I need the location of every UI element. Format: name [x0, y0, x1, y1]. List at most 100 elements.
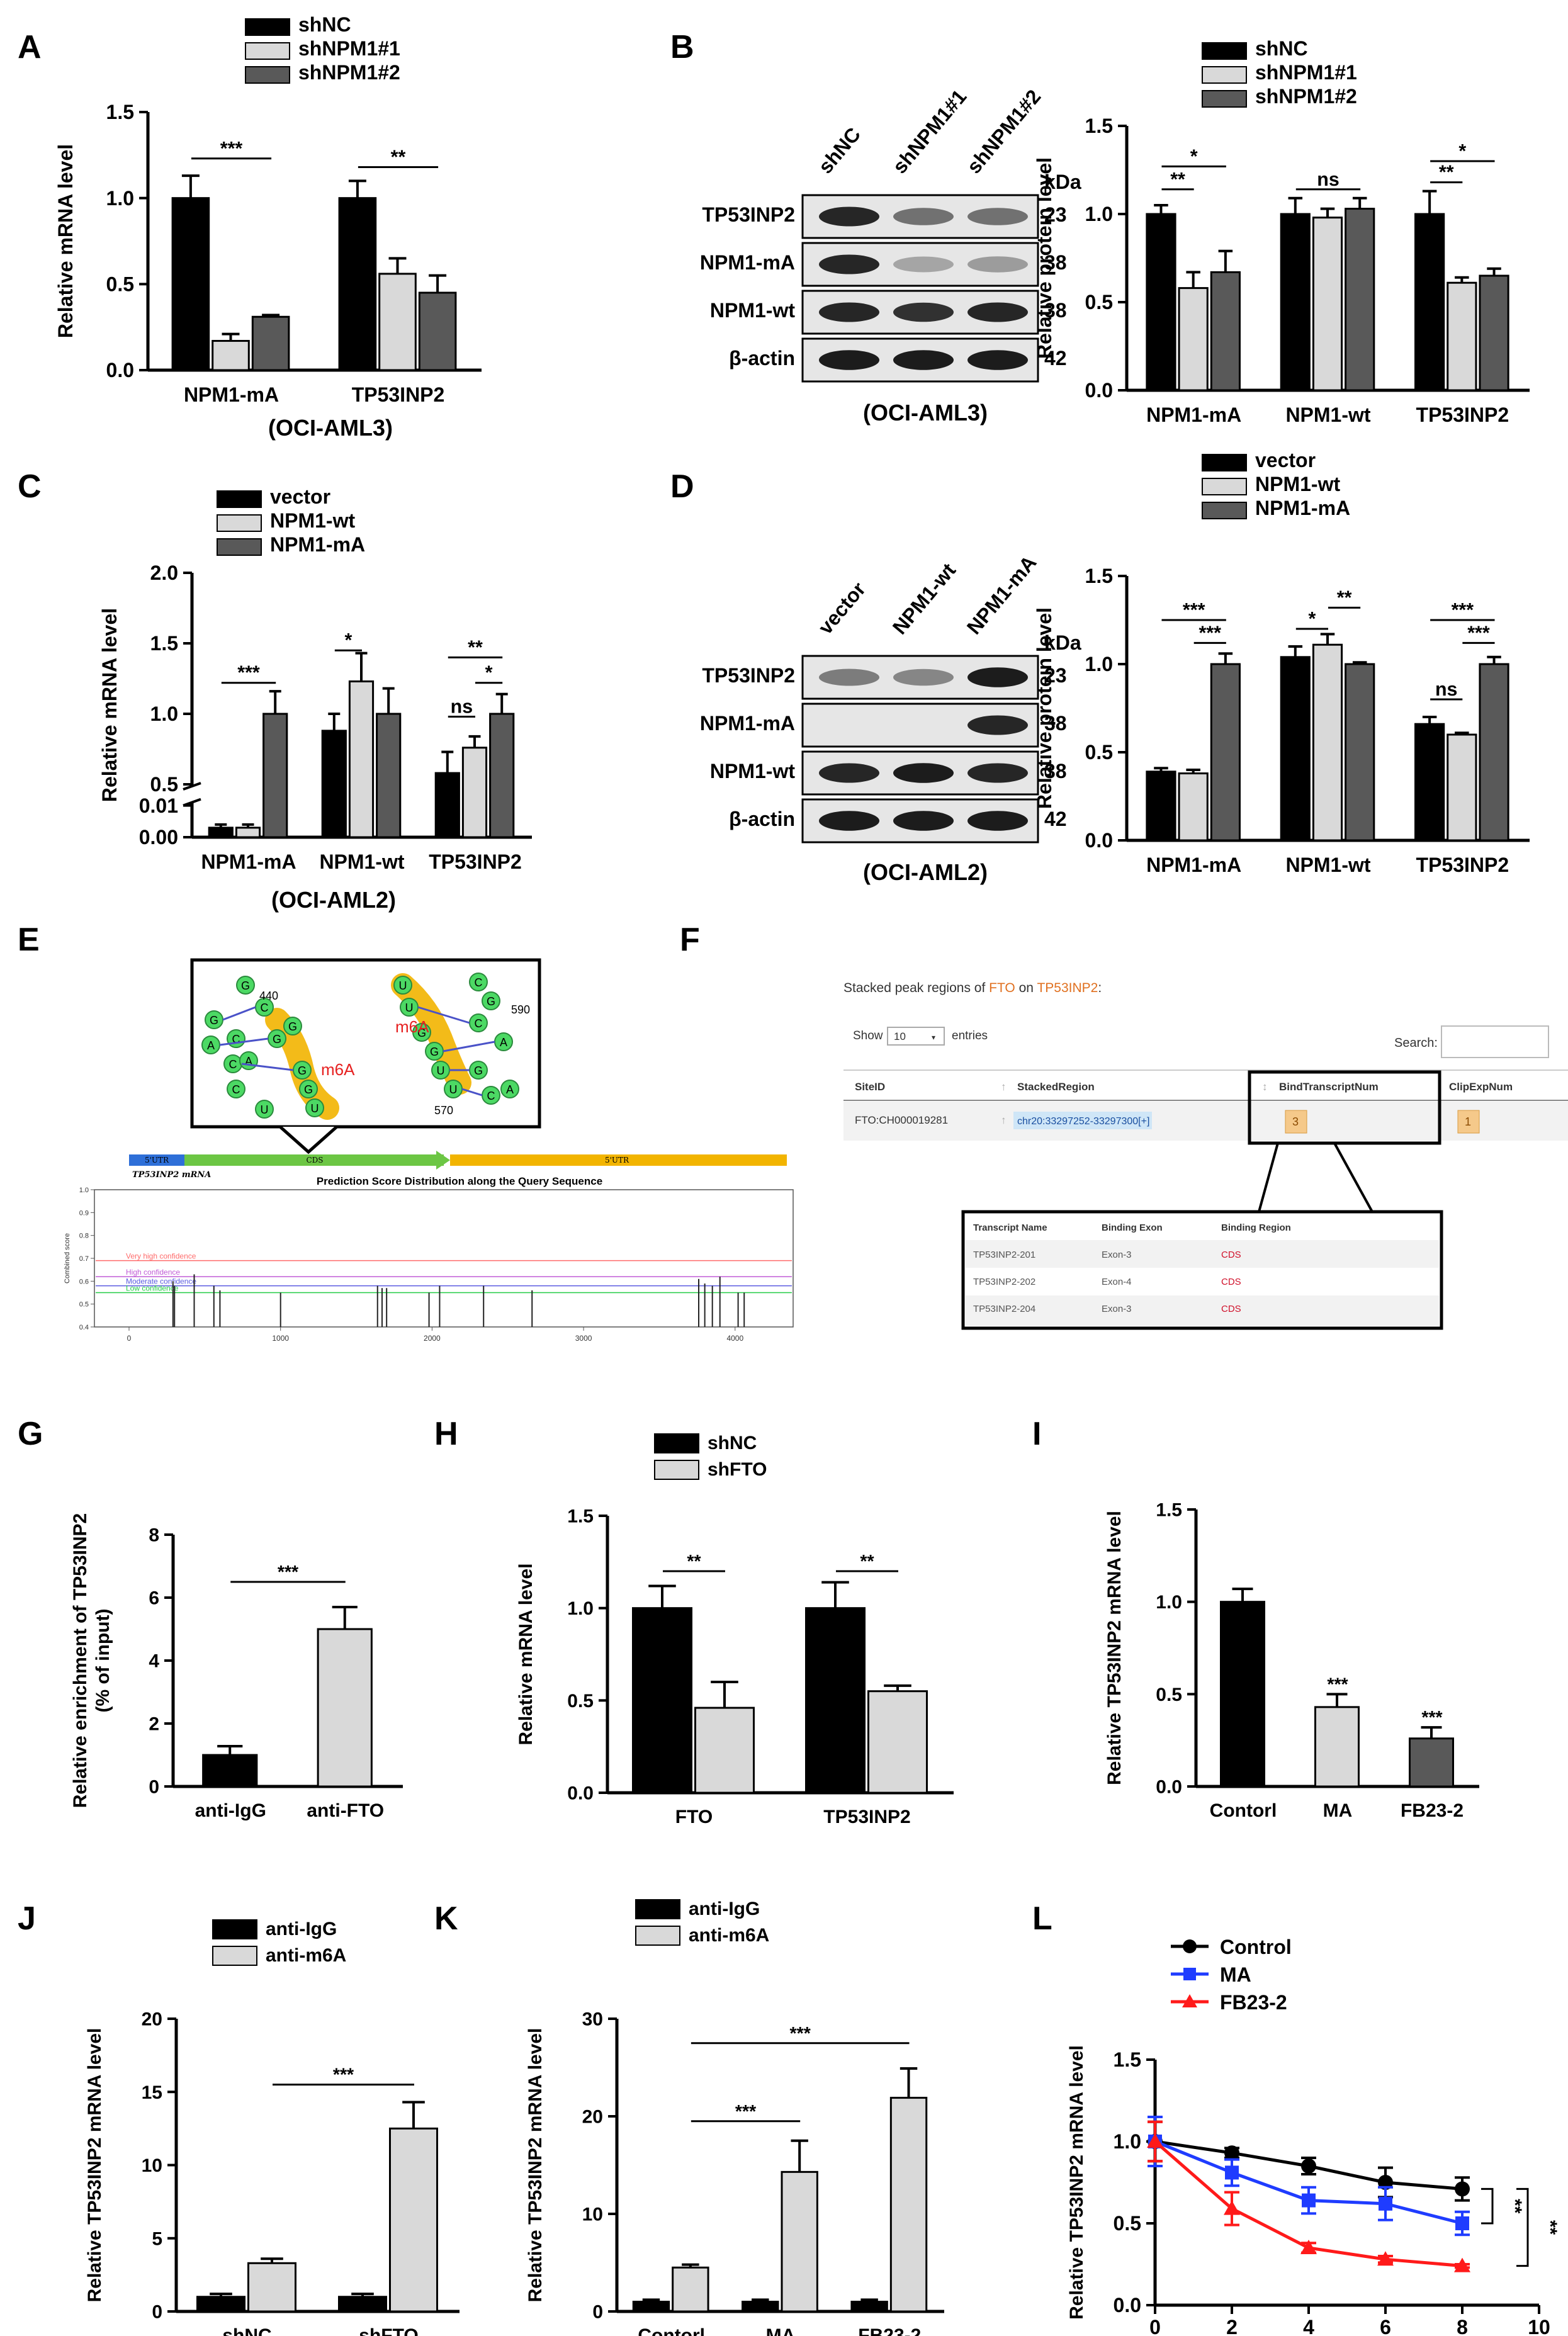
clip-exp-badge	[1457, 1110, 1480, 1134]
y-tick-label: 20	[582, 2107, 603, 2128]
protein-label: β-actin	[729, 347, 795, 370]
bar	[461, 747, 488, 838]
y-tick-label: 8	[149, 1525, 159, 1546]
legend-label: MA	[1220, 1963, 1251, 1986]
position-440: 440	[259, 990, 278, 1002]
panel-letter-J: J	[18, 1900, 36, 1937]
caption-B: (OCI-AML3)	[863, 400, 988, 426]
kda-value: 23	[1044, 203, 1067, 226]
legend-label: anti-m6A	[266, 1945, 346, 1966]
y-tick-label: 15	[142, 2082, 162, 2103]
blot-band	[819, 254, 879, 274]
confidence-threshold-label: Moderate confidence	[126, 1277, 196, 1286]
significance-label: ***	[1327, 1674, 1348, 1695]
data-point	[1455, 2181, 1470, 2197]
y-axis-label: Relative mRNA level	[98, 608, 121, 802]
search-input[interactable]	[1441, 1025, 1549, 1058]
blot-band	[819, 206, 879, 227]
nucleotide-node	[305, 1098, 324, 1117]
kda-value: 23	[1044, 664, 1067, 687]
x-tick-label: TP53INP2	[429, 850, 522, 873]
y-tick-label: 0.6	[79, 1278, 89, 1285]
data-point	[1300, 2240, 1317, 2254]
cds-segment	[184, 1154, 444, 1166]
x-tick-label: MA	[766, 2325, 796, 2336]
chart-k: 0 10 20 30 Relative TP53INP2 mRNA level Conto…	[525, 1899, 944, 2336]
bar	[1178, 772, 1209, 842]
panel-letter-G: G	[18, 1416, 43, 1452]
blot-band	[967, 715, 1028, 735]
significance-label: ***	[333, 2065, 354, 2085]
significance-bracket	[1481, 2187, 1494, 2225]
legend-label: shNPM1#1	[1255, 61, 1357, 84]
x-tick-label: NPM1-wt	[1285, 854, 1370, 876]
subtable-exon: Exon-3	[1102, 1250, 1132, 1260]
panel-letter-C: C	[18, 468, 42, 505]
legend-swatch	[217, 514, 262, 532]
x-tick-label: 0	[1149, 2316, 1161, 2336]
utr5-right-label: 5'UTR	[605, 1156, 629, 1165]
y-axis-label-line: (% of input)	[93, 1609, 113, 1713]
significance-label: *	[344, 629, 352, 651]
nucleotide-letter: U	[405, 1002, 414, 1014]
legend-label: shNPM1#2	[298, 61, 400, 84]
x-tick-label: shNC	[222, 2325, 271, 2336]
data-point	[1224, 2200, 1240, 2215]
bar	[1146, 213, 1176, 392]
legend-swatch	[1202, 454, 1247, 471]
chevron-down-icon: ▾	[932, 1033, 935, 1042]
significance-label: **	[1540, 2220, 1560, 2235]
m6a-site-label-left: m6A	[321, 1060, 355, 1079]
subtable-region: CDS	[1221, 1250, 1241, 1260]
legend-swatch	[1202, 478, 1247, 495]
significance-label: ns	[451, 696, 473, 717]
x-tick-label: anti-FTO	[307, 1800, 384, 1821]
bar	[317, 1628, 373, 1788]
protein-label: TP53INP2	[702, 203, 795, 226]
table-cell-stackedregion[interactable]: chr20:33297252-33297300[+]	[1017, 1116, 1149, 1127]
entries-select[interactable]	[887, 1027, 945, 1046]
legend-label: vector	[270, 485, 330, 508]
y-tick-label: 0.00	[139, 826, 178, 849]
y-tick-label: 0.0	[1085, 379, 1113, 402]
bar	[742, 2301, 779, 2313]
utr5-right-segment	[450, 1154, 787, 1166]
y-tick-label: 0.9	[79, 1209, 89, 1217]
y-axis-label-line: Relative enrichment of TP53INP2	[70, 1513, 91, 1808]
significance-label: ***	[790, 2024, 811, 2044]
legend-swatch	[1202, 42, 1247, 60]
structure-pointer	[279, 1126, 338, 1154]
base-pair-line	[222, 1006, 256, 1021]
data-point	[1455, 2216, 1469, 2230]
x-tick-label: 8	[1457, 2316, 1468, 2336]
legend-label: Control	[1220, 1936, 1292, 1958]
callout-lines	[1258, 1143, 1373, 1212]
legend-label: NPM1-mA	[270, 533, 365, 556]
x-tick-label: shFTO	[359, 2325, 418, 2336]
axis-break-mark	[183, 782, 201, 807]
y-tick-label: 0	[149, 1777, 159, 1798]
x-tick-label: anti-IgG	[195, 1800, 266, 1821]
y-tick-label: 0.0	[1156, 1777, 1182, 1798]
y-tick-label: 0.8	[79, 1233, 89, 1240]
y-tick-label: 0.5	[567, 1691, 594, 1712]
y-axis-label: Relative TP53INP2 mRNA level	[84, 2028, 105, 2303]
blot-band	[819, 763, 879, 783]
y-tick-label: 0.5	[150, 773, 178, 796]
legend-swatch	[1202, 66, 1247, 84]
bar	[1479, 663, 1509, 842]
legend-swatch	[635, 1926, 680, 1946]
chart-a: 0.0 0.5 1.0 1.5 Relative mRNA level NPM1-mA TP…	[54, 13, 482, 406]
significance-label: *	[485, 662, 493, 684]
panel-letter-L: L	[1032, 1900, 1052, 1937]
nucleotide-node	[255, 1100, 274, 1119]
legend-swatch	[245, 18, 290, 36]
y-tick-label: 5	[152, 2228, 162, 2249]
utr5-left-segment	[129, 1154, 184, 1166]
bar	[1414, 213, 1445, 392]
bind-transcript-badge[interactable]	[1285, 1110, 1307, 1134]
legend-label: shNPM1#1	[298, 37, 400, 60]
nucleotide-node	[299, 1080, 318, 1098]
